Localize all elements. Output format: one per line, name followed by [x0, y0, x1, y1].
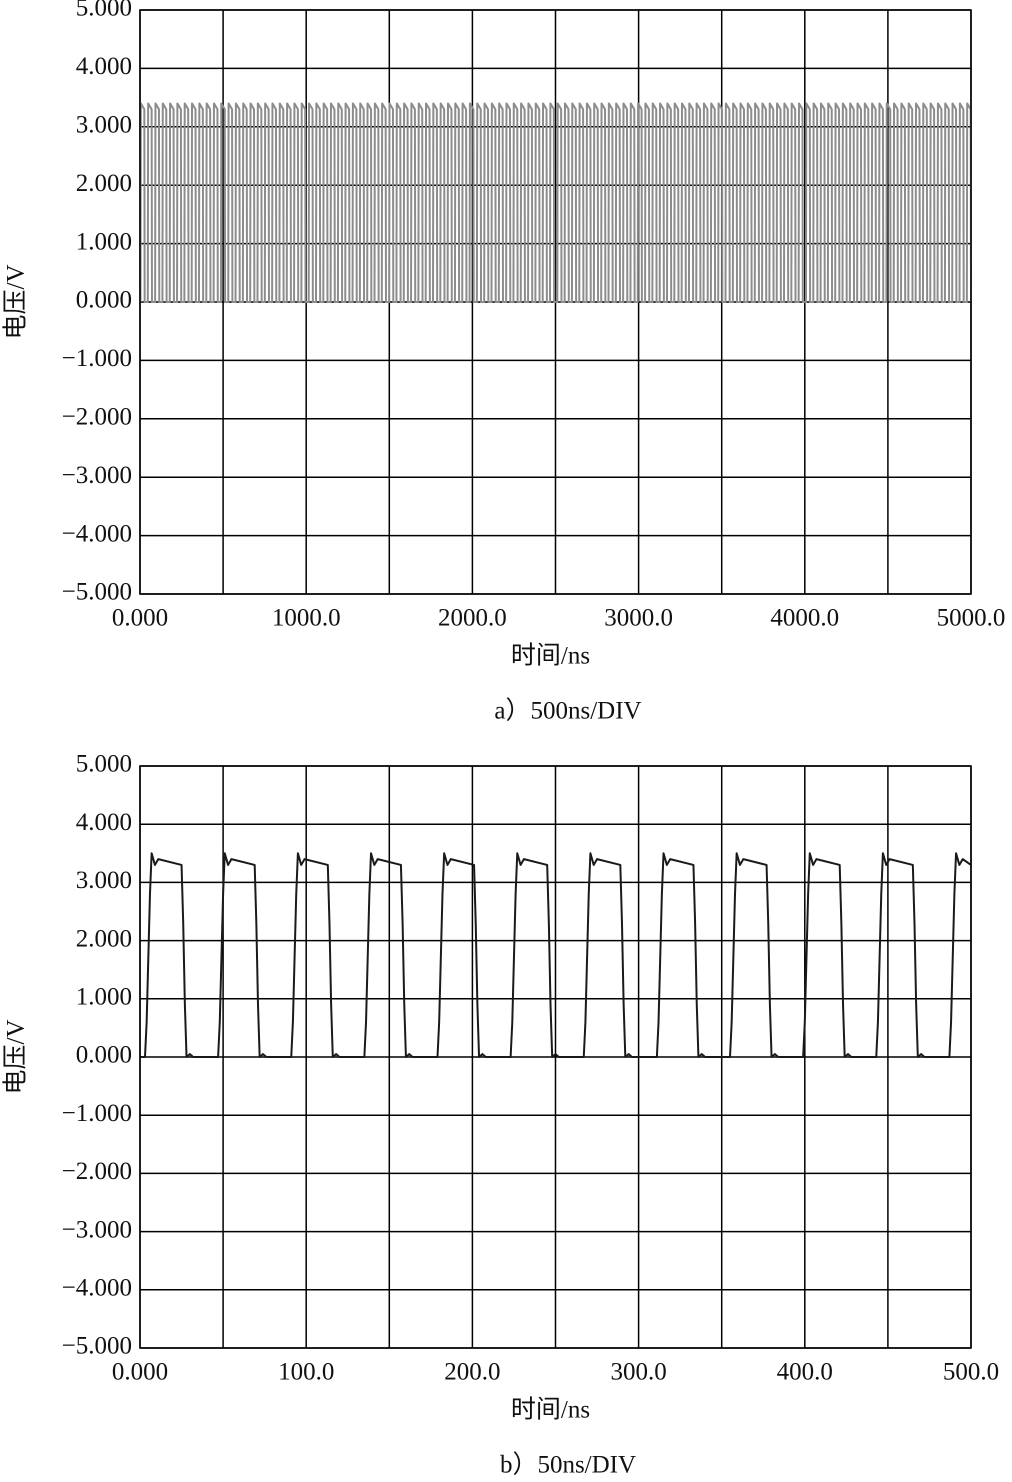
y-tick-label: 3.000 [76, 867, 132, 894]
x-tick-label: 200.0 [444, 1359, 500, 1386]
y-tick-label: −2.000 [62, 404, 132, 431]
x-tick-label: 0.000 [112, 1359, 168, 1386]
x-tick-label: 1000.0 [272, 605, 341, 632]
plot-frame [139, 9, 972, 595]
y-tick-label: −3.000 [62, 462, 132, 489]
y-tick-label: 5.000 [76, 0, 132, 22]
y-tick-label: 2.000 [76, 170, 132, 197]
x-tick-label: 3000.0 [604, 605, 673, 632]
y-axis-title: 电压/V [2, 264, 30, 339]
y-tick-label: −4.000 [62, 1275, 132, 1302]
x-tick-label: 300.0 [610, 1359, 666, 1386]
signal-line [140, 852, 972, 1058]
plot-frame [139, 765, 972, 1349]
x-tick-label: 400.0 [777, 1359, 833, 1386]
signal-line [139, 102, 972, 303]
y-tick-label: 4.000 [76, 809, 132, 836]
x-tick-label: 2000.0 [438, 605, 507, 632]
y-axis-title: 电压/V [2, 1019, 30, 1094]
y-tick-label: −5.000 [62, 1333, 132, 1360]
y-tick-label: 5.000 [76, 751, 132, 778]
y-tick-label: 1.000 [76, 228, 132, 255]
x-axis-title: 时间/ns [511, 642, 590, 670]
y-tick-label: −1.000 [62, 1100, 132, 1127]
y-tick-label: 0.000 [76, 1042, 132, 1069]
y-tick-label: 4.000 [76, 53, 132, 80]
x-tick-label: 4000.0 [770, 605, 839, 632]
y-tick-label: −4.000 [62, 520, 132, 547]
x-axis-title: 时间/ns [511, 1396, 590, 1424]
y-tick-label: 1.000 [76, 984, 132, 1011]
x-tick-label: 0.000 [112, 605, 168, 632]
caption: a）500ns/DIV [494, 697, 641, 725]
x-tick-label: 500.0 [943, 1359, 999, 1386]
y-tick-label: −1.000 [62, 345, 132, 372]
caption: b）50ns/DIV [500, 1451, 636, 1477]
y-tick-label: −5.000 [62, 579, 132, 606]
x-tick-label: 100.0 [278, 1359, 334, 1386]
y-tick-label: 2.000 [76, 925, 132, 952]
y-tick-label: −3.000 [62, 1216, 132, 1243]
y-tick-label: 0.000 [76, 287, 132, 314]
y-tick-label: −2.000 [62, 1158, 132, 1185]
x-tick-label: 5000.0 [937, 605, 1006, 632]
y-tick-label: 3.000 [76, 112, 132, 139]
